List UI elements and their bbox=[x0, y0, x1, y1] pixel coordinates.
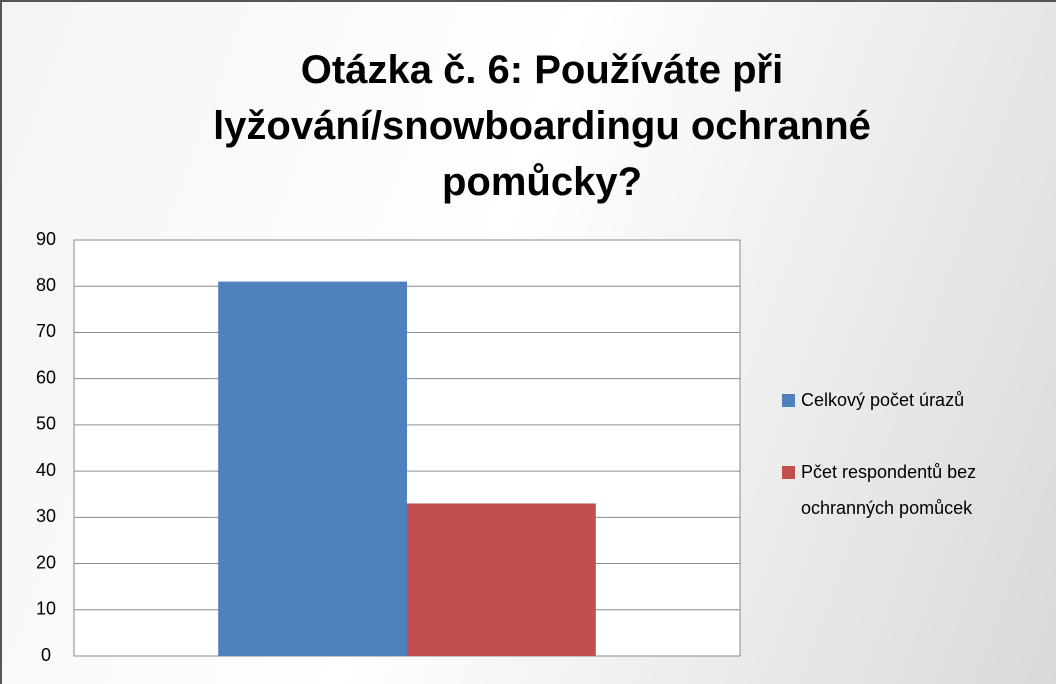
chart-title: Otázka č. 6: Používáte při lyžování/snow… bbox=[213, 48, 871, 204]
y-tick-label: 50 bbox=[36, 414, 56, 434]
y-tick-label: 20 bbox=[36, 552, 56, 572]
y-tick-label: 10 bbox=[36, 599, 56, 619]
bar bbox=[218, 281, 407, 656]
y-tick-label: 0 bbox=[41, 645, 51, 665]
legend-label: Celkový počet úrazů bbox=[801, 390, 965, 410]
bar bbox=[407, 503, 596, 656]
y-tick-label: 70 bbox=[36, 321, 56, 341]
y-tick-label: 40 bbox=[36, 460, 56, 480]
y-tick-label: 30 bbox=[36, 506, 56, 526]
legend-swatch bbox=[782, 394, 795, 407]
y-tick-label: 90 bbox=[36, 229, 56, 249]
legend-entry: Pčet respondentů bez ochranných pomůcek bbox=[782, 454, 1052, 526]
y-tick-label: 60 bbox=[36, 367, 56, 387]
y-tick-label: 80 bbox=[36, 275, 56, 295]
legend-label: Pčet respondentů bez ochranných pomůcek bbox=[801, 462, 977, 518]
legend-swatch bbox=[782, 466, 795, 479]
legend-entry: Celkový počet úrazů bbox=[782, 382, 1052, 418]
